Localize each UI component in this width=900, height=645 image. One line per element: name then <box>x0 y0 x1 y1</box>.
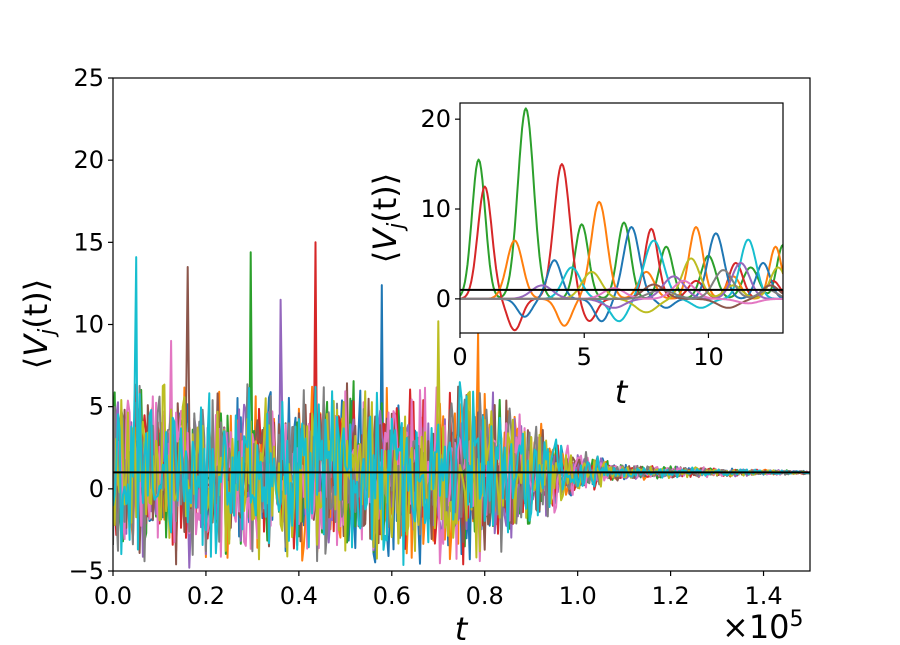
inset-series-group <box>460 107 783 332</box>
inset-y-tick-label: 20 <box>420 105 451 133</box>
inset-ylabel-v: V <box>366 227 404 251</box>
main-ylabel-v: V <box>17 333 55 357</box>
main-y-tick-label: 10 <box>73 311 104 339</box>
inset-y-axis-label: ⟨Vj(t)⟩ <box>366 173 409 264</box>
main-x-offset-exponent: 5 <box>790 607 804 632</box>
inset-x-axis: 0 5 10 <box>452 333 724 371</box>
inset-y-tick-label: 0 <box>436 285 451 313</box>
main-y-tick-label: 25 <box>73 64 104 92</box>
main-ylabel-open: ⟨ <box>17 357 55 369</box>
main-x-tick-label: 0.0 <box>94 582 132 610</box>
main-y-tick-label: 5 <box>89 393 104 421</box>
main-ylabel-close: (t)⟩ <box>17 279 55 329</box>
inset-ylabel-open: ⟨ <box>366 251 404 263</box>
main-x-tick-label: 0.4 <box>280 582 318 610</box>
inset-x-tick-label: 10 <box>693 343 724 371</box>
main-x-tick-label: 0.8 <box>466 582 504 610</box>
main-x-tick-label: 0.6 <box>373 582 411 610</box>
main-ylabel-sub: j <box>35 328 60 338</box>
main-y-axis: −5 0 5 10 15 20 25 <box>69 64 113 585</box>
main-y-tick-label: 15 <box>73 228 104 256</box>
main-x-axis: 0.0 0.2 0.4 0.6 0.8 1.0 1.2 1.4 <box>94 571 783 610</box>
inset-x-axis-label: t <box>615 373 629 411</box>
main-x-tick-label: 0.2 <box>187 582 225 610</box>
inset-x-tick-label: 5 <box>577 343 592 371</box>
main-x-tick-label: 1.2 <box>652 582 690 610</box>
main-series-line-6 <box>113 266 810 566</box>
main-y-tick-label: −5 <box>69 557 104 585</box>
inset-y-axis: 0 10 20 <box>420 105 460 313</box>
inset-series-10-line <box>460 269 783 300</box>
main-x-tick-label: 1.0 <box>559 582 597 610</box>
inset-ylabel-sub: j <box>384 222 409 232</box>
main-y-axis-label: ⟨Vj(t)⟩ <box>17 279 60 370</box>
main-x-tick-label: 1.4 <box>744 582 782 610</box>
inset-y-tick-label: 10 <box>420 195 451 223</box>
inset-plot-frame <box>459 102 784 334</box>
main-y-tick-label: 0 <box>89 475 104 503</box>
inset-ylabel-close: (t)⟩ <box>366 173 404 223</box>
main-x-offset-base: ×10 <box>722 608 790 641</box>
inset-series-1-line <box>460 107 783 300</box>
inset-chart: 0 5 10 0 10 20 t ⟨Vj(t)⟩ <box>366 102 784 411</box>
main-x-offset-text: ×105 <box>722 607 804 641</box>
main-x-axis-label: t <box>455 610 469 641</box>
main-y-tick-label: 20 <box>73 146 104 174</box>
inset-x-tick-label: 0 <box>452 343 467 371</box>
